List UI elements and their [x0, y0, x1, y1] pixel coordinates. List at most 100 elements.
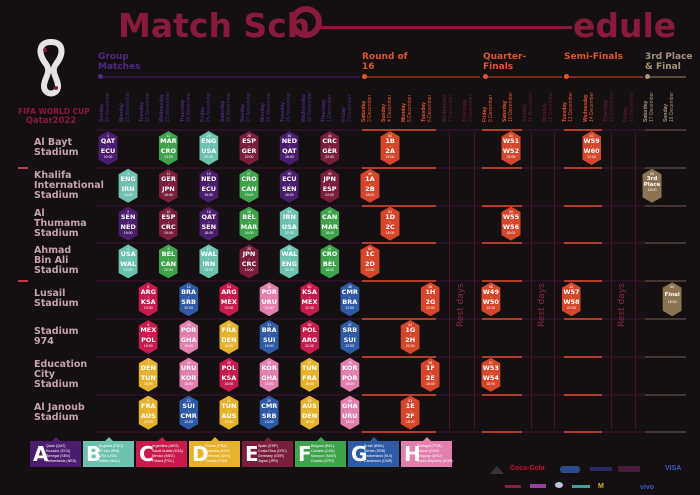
match-card-3[interactable]: 3 ENG • IRN 16:00	[118, 168, 138, 203]
group-legend-G: G Brazil (BRA) Serbia (SRB) Switzerland (SU…	[348, 437, 399, 467]
match-card-14[interactable]: 14 BRA • SRB 22:00	[179, 282, 199, 317]
match-card-28[interactable]: 28 ESP • GER 22:00	[239, 131, 259, 165]
match-card-8[interactable]: 8 ARG • KSA 13:00	[138, 282, 158, 317]
versus-separator: •	[188, 333, 190, 337]
match-number: 50	[367, 247, 372, 252]
match-card-36[interactable]: 36 NED • QAT 18:00	[279, 131, 299, 165]
match-card-62[interactable]: 62 W59 • W60 22:00	[582, 131, 602, 165]
match-card-50[interactable]: 50 1C • 2D 22:00	[360, 244, 380, 279]
row-divider-segment	[362, 129, 436, 131]
match-card-15[interactable]: 15 POR • GHA 19:00	[179, 320, 199, 354]
match-card-7[interactable]: 7 DEN • TUN 16:00	[138, 357, 158, 392]
team-1: GER	[161, 174, 176, 183]
match-card-47[interactable]: 47 SRB • SUI 22:00	[340, 320, 360, 354]
match-card-26[interactable]: 26 BEL • MAR 16:00	[239, 206, 259, 241]
match-number: 49	[367, 171, 372, 176]
match-number: 37	[307, 360, 312, 365]
match-card-55[interactable]: 55 1F • 2E 18:00	[420, 357, 440, 392]
match-card-32[interactable]: 32 POR • URU 22:00	[259, 282, 279, 317]
match-card-35[interactable]: 35 ECU • SEN 18:00	[279, 168, 299, 203]
match-card-29[interactable]: 29 CMR • SRB 13:00	[259, 395, 279, 430]
team-2: AUS	[140, 411, 156, 420]
team-2: BEL	[322, 260, 337, 269]
match-card-59[interactable]: 59 W55 • W56 18:00	[501, 206, 521, 241]
team-1: MAR	[160, 137, 177, 145]
match-card-57[interactable]: 57 W53 • W54 18:00	[481, 357, 501, 392]
match-card-49[interactable]: 49 1A • 2B 18:00	[360, 168, 380, 203]
match-card-12[interactable]: 12 MAR • CRO 13:00	[158, 131, 178, 165]
team-2: SEN	[201, 222, 217, 231]
date-label: 5 December	[407, 94, 414, 122]
match-card-45[interactable]: 45 KOR • POR 18:00	[340, 357, 360, 392]
match-card-64[interactable]: 64 Final 18:00	[662, 282, 682, 317]
versus-separator: •	[147, 295, 149, 300]
kickoff-time: 16:00	[184, 381, 193, 386]
match-card-51[interactable]: 51 1D • 2C 18:00	[380, 206, 400, 241]
stadium-name-line: Stadium	[34, 298, 79, 310]
match-number: 4	[127, 247, 130, 252]
match-number: 55	[428, 360, 433, 365]
match-number: 15	[186, 323, 191, 327]
match-card-53[interactable]: 53 1E • 2F 18:00	[400, 395, 420, 430]
match-number: 36	[287, 134, 292, 138]
match-card-43[interactable]: 43 JPN • ESP 22:00	[320, 168, 340, 203]
match-card-4[interactable]: 4 USA • WAL 22:00	[118, 244, 138, 279]
match-card-22[interactable]: 22 POL • KSA 16:00	[219, 357, 239, 392]
match-card-42[interactable]: 42 CAN • MAR 18:00	[320, 206, 340, 241]
match-card-11[interactable]: 11 GER • JPN 16:00	[158, 168, 178, 203]
match-card-2[interactable]: 2 SEN • NED 19:00	[118, 206, 138, 241]
match-card-13[interactable]: 13 SUI • CMR 13:00	[179, 395, 199, 430]
match-card-33[interactable]: 33 WAL • ENG 22:00	[279, 244, 299, 279]
match-number: 11	[166, 171, 171, 176]
match-card-17[interactable]: 17 WAL • IRN 13:00	[199, 244, 219, 279]
match-number: 33	[287, 247, 292, 252]
stadium-name-line: Education	[34, 358, 88, 370]
date-label: 14 December	[588, 91, 595, 122]
match-card-63[interactable]: 63 3rd Place 18:00	[642, 168, 662, 203]
match-card-27[interactable]: 27 CRO • CAN 19:00	[239, 168, 259, 203]
team-1: GHA	[341, 401, 358, 410]
match-card-52[interactable]: 52 1B • 2A 22:00	[380, 131, 400, 165]
match-card-6[interactable]: 6 FRA • AUS 22:00	[138, 395, 158, 430]
date-label: 9 December	[487, 94, 494, 122]
stadium-label: Al Thumama Stadium	[34, 208, 98, 239]
match-card-16[interactable]: 16 URU • KOR 16:00	[179, 357, 199, 392]
match-card-1[interactable]: 1 QAT • ECU 19:00	[98, 131, 118, 165]
team-2: GER	[322, 147, 338, 155]
match-card-54[interactable]: 54 1G • 2H 22:00	[400, 320, 420, 354]
match-card-34[interactable]: 34 IRN • USA 22:00	[279, 206, 299, 241]
match-card-10[interactable]: 10 ESP • CRC 19:00	[158, 206, 178, 241]
match-card-37[interactable]: 37 TUN • FRA 18:00	[300, 357, 319, 392]
match-card-24[interactable]: 24 ARG • MEX 22:00	[219, 282, 239, 317]
match-card-19[interactable]: 19 NED • ECU 19:00	[199, 168, 219, 203]
match-card-30[interactable]: 30 KOR • GHA 16:00	[259, 357, 279, 392]
match-card-46[interactable]: 46 GHA • URU 18:00	[340, 395, 360, 430]
team-1: USA	[120, 250, 136, 259]
versus-separator: •	[248, 144, 250, 148]
match-card-60[interactable]: 60 W51 • W52 22:00	[501, 131, 521, 165]
match-card-31[interactable]: 31 BRA • SUI 19:00	[259, 320, 279, 354]
match-card-41[interactable]: 41 CRO • BEL 18:00	[320, 244, 340, 279]
match-card-39[interactable]: 39 POL • ARG 22:00	[300, 320, 319, 354]
match-card-20[interactable]: 20 ENG • USA 22:00	[199, 131, 219, 165]
match-card-40[interactable]: 40 KSA • MEX 22:00	[300, 282, 319, 317]
match-card-44[interactable]: 44 CRC • GER 22:00	[320, 131, 340, 165]
phase-dot-sf	[564, 74, 569, 79]
match-number: 12	[166, 134, 171, 138]
row-divider-segment	[564, 280, 602, 283]
match-card-58[interactable]: 58 W49 • W50 22:00	[481, 282, 501, 317]
kickoff-time: 13:00	[164, 155, 173, 159]
match-card-23[interactable]: 23 FRA • DEN 19:00	[219, 320, 239, 354]
team-2: CAN	[241, 184, 257, 193]
match-card-21[interactable]: 21 TUN • AUS 13:00	[219, 395, 239, 430]
match-card-9[interactable]: 9 BEL • CAN 22:00	[158, 244, 178, 279]
team-1: ARG	[221, 288, 237, 297]
match-card-38[interactable]: 38 AUS • DEN 18:00	[300, 395, 319, 430]
match-number: 5	[147, 323, 150, 327]
match-card-61[interactable]: 61 W57 • W58 22:00	[561, 282, 581, 317]
match-card-5[interactable]: 5 MEX • POL 19:00	[138, 320, 158, 354]
match-card-25[interactable]: 25 JPN • CRC 13:00	[239, 244, 259, 279]
match-card-48[interactable]: 48 CMR • BRA 22:00	[340, 282, 360, 317]
match-card-56[interactable]: 56 1H • 2G 22:00	[420, 282, 440, 317]
match-card-18[interactable]: 18 QAT • SEN 16:00	[199, 206, 219, 241]
